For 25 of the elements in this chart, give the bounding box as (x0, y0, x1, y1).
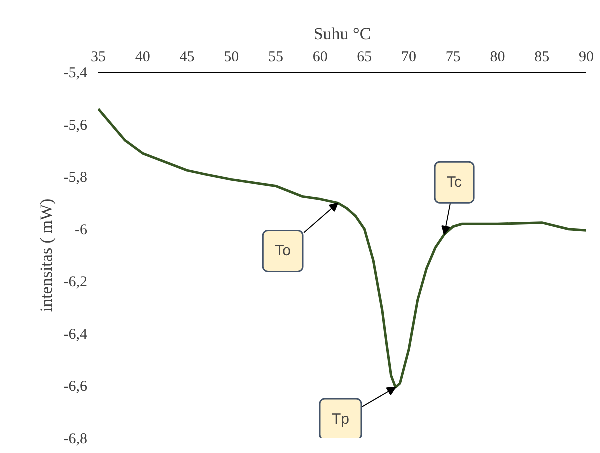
x-tick-label: 85 (534, 50, 550, 66)
annotation: To (275, 242, 291, 260)
annotation: Tp (332, 411, 350, 428)
x-tick-label: 65 (357, 50, 372, 66)
x-tick-label: 40 (135, 50, 150, 66)
x-tick-label: 50 (224, 50, 240, 66)
x-tick-label: 75 (446, 50, 461, 66)
y-tick-label: -6,8 (64, 432, 88, 448)
y-tick-label: -6,2 (64, 274, 88, 291)
y-tick-label: -5,8 (64, 170, 88, 186)
x-tick-label: 55 (268, 50, 284, 66)
y-tick-label: -5,6 (64, 118, 88, 134)
x-tick-label: 90 (579, 50, 594, 66)
y-axis-title: intensitas ( mW) (36, 198, 56, 312)
annotation: Tc (447, 174, 463, 192)
x-tick-label: 70 (402, 50, 417, 66)
x-tick-label: 45 (180, 50, 195, 66)
y-tick-label: -6,4 (64, 326, 88, 343)
x-tick-label: 60 (312, 50, 328, 66)
y-tick-label: -6 (75, 222, 88, 238)
x-tick-label: 80 (490, 50, 506, 66)
y-tick-label: -5,4 (64, 66, 88, 82)
x-tick-label: 35 (91, 50, 106, 66)
y-tick-label: -6,6 (64, 379, 88, 396)
x-axis-title: Suhu °C (314, 24, 372, 44)
